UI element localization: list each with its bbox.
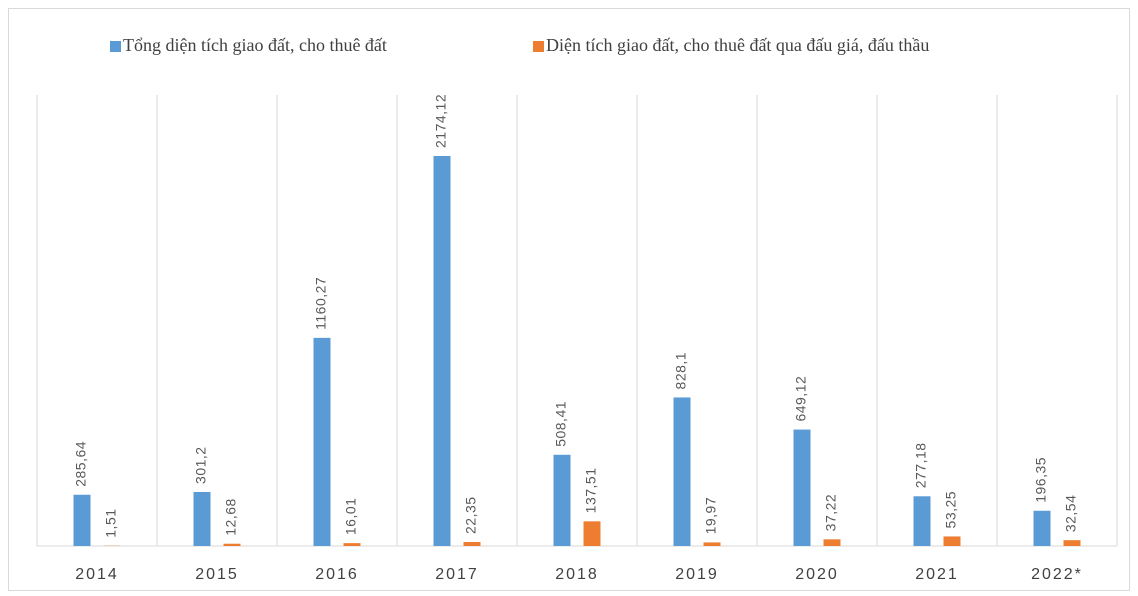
x-tick-label: 2016 (315, 566, 359, 583)
bar (1033, 510, 1051, 546)
data-label: 22,35 (463, 496, 479, 534)
legend-label: Tổng diện tích giao đất, cho thuê đất (123, 35, 387, 55)
bar (223, 543, 241, 546)
data-label: 2174,12 (433, 94, 449, 148)
x-tick-label: 2019 (675, 566, 719, 583)
data-label: 285,64 (73, 441, 89, 487)
data-label: 19,97 (703, 497, 719, 535)
data-label: 277,18 (913, 442, 929, 488)
data-label: 196,35 (1033, 457, 1049, 503)
legend-swatch (533, 41, 544, 52)
data-label: 53,25 (943, 491, 959, 529)
data-label: 12,68 (223, 498, 239, 536)
bar (553, 454, 571, 546)
bar (943, 536, 961, 546)
data-label: 16,01 (343, 498, 359, 536)
bar (673, 397, 691, 546)
bar (73, 494, 91, 546)
x-tick-label: 2021 (915, 566, 959, 583)
x-tick-label: 2014 (75, 566, 119, 583)
data-label: 137,51 (583, 468, 599, 514)
bar (433, 156, 451, 546)
bar (913, 496, 931, 546)
bar (793, 429, 811, 546)
data-label: 301,2 (193, 446, 209, 484)
x-tick-label: 2018 (555, 566, 599, 583)
x-tick-label: 2015 (195, 566, 239, 583)
bar (193, 491, 211, 546)
bar (343, 543, 361, 546)
bar (823, 539, 841, 546)
data-label: 32,54 (1063, 495, 1079, 533)
data-label: 649,12 (793, 376, 809, 422)
x-tick-label: 2017 (435, 566, 479, 583)
data-label: 1,51 (103, 508, 119, 537)
bar (583, 521, 601, 546)
x-tick-label: 2022* (1031, 566, 1083, 583)
data-label: 828,1 (673, 352, 689, 390)
x-tick-label: 2020 (795, 566, 839, 583)
data-label: 508,41 (553, 401, 569, 447)
data-label: 1160,27 (313, 277, 329, 330)
bar (313, 337, 331, 546)
data-label: 37,22 (823, 494, 839, 532)
bar (463, 541, 481, 546)
legend-label: Diện tích giao đất, cho thuê đất qua đấu… (546, 35, 929, 55)
bar (1063, 540, 1081, 546)
legend-swatch (110, 41, 121, 52)
bar (703, 542, 721, 546)
